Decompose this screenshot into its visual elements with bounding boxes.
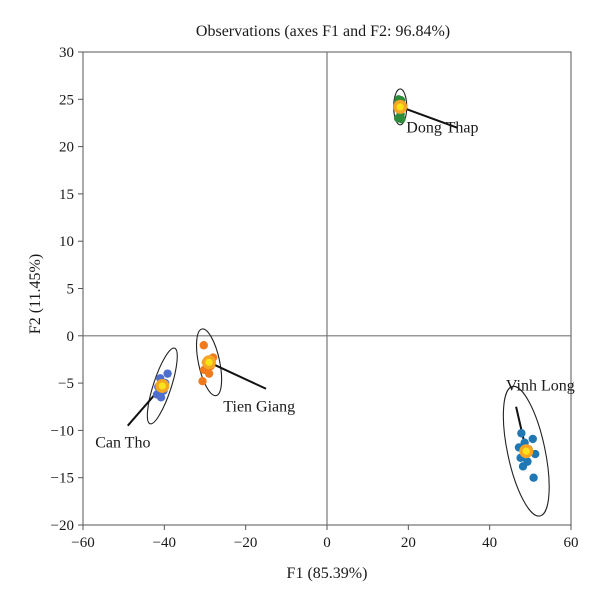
group-label-dong-thap: Dong Thap <box>406 119 478 136</box>
centroid-marker-can-tho <box>158 382 166 390</box>
y-tick-label: −20 <box>51 518 74 534</box>
data-point-can-tho <box>163 369 172 378</box>
data-point-can-tho <box>156 393 166 402</box>
leader-line-tien-giang <box>208 361 267 390</box>
centroid-marker-vinh-long <box>522 447 530 455</box>
data-point-vinh-long <box>529 473 538 482</box>
y-tick-label: 0 <box>67 329 75 345</box>
y-tick-label: −10 <box>51 423 74 439</box>
y-tick-label: 5 <box>67 282 75 298</box>
x-tick-label: −60 <box>71 535 94 551</box>
y-tick-label: −5 <box>58 376 74 392</box>
x-tick-label: 20 <box>401 535 416 551</box>
data-point-vinh-long <box>517 429 526 438</box>
group-label-tien-giang: Tien Giang <box>223 398 295 415</box>
data-point-vinh-long <box>528 434 537 444</box>
y-tick-label: −15 <box>51 471 74 487</box>
x-axis-label: F1 (85.39%) <box>287 565 368 582</box>
leader-line-dong-thap <box>399 105 458 129</box>
group-label-vinh-long: Vinh Long <box>506 378 575 395</box>
y-tick-label: 20 <box>59 140 74 156</box>
x-tick-label: 40 <box>482 535 497 551</box>
group-label-can-tho: Can Tho <box>95 434 150 451</box>
data-point-vinh-long <box>518 462 528 471</box>
y-axis-label: F2 (11.45%) <box>27 254 44 334</box>
y-tick-label: 30 <box>59 45 74 61</box>
y-tick-label: 15 <box>59 187 74 203</box>
x-tick-label: 60 <box>564 535 579 551</box>
confidence-ellipse-vinh-long <box>502 385 550 517</box>
x-tick-label: 0 <box>323 535 331 551</box>
y-tick-label: 10 <box>59 234 74 250</box>
data-point-tien-giang <box>199 341 208 350</box>
centroid-marker-dong-thap <box>396 103 404 111</box>
data-point-tien-giang <box>198 377 207 386</box>
centroid-marker-tien-giang <box>205 358 213 366</box>
x-tick-label: −40 <box>153 535 176 551</box>
data-point-dong-thap <box>397 114 406 124</box>
data-point-tien-giang <box>204 369 214 378</box>
confidence-ellipse-can-tho <box>146 347 178 425</box>
y-tick-label: 25 <box>59 92 74 108</box>
chart-title: Observations (axes F1 and F2: 96.84%) <box>196 23 450 40</box>
x-tick-label: −20 <box>234 535 257 551</box>
confidence-ellipse-tien-giang <box>195 328 223 397</box>
